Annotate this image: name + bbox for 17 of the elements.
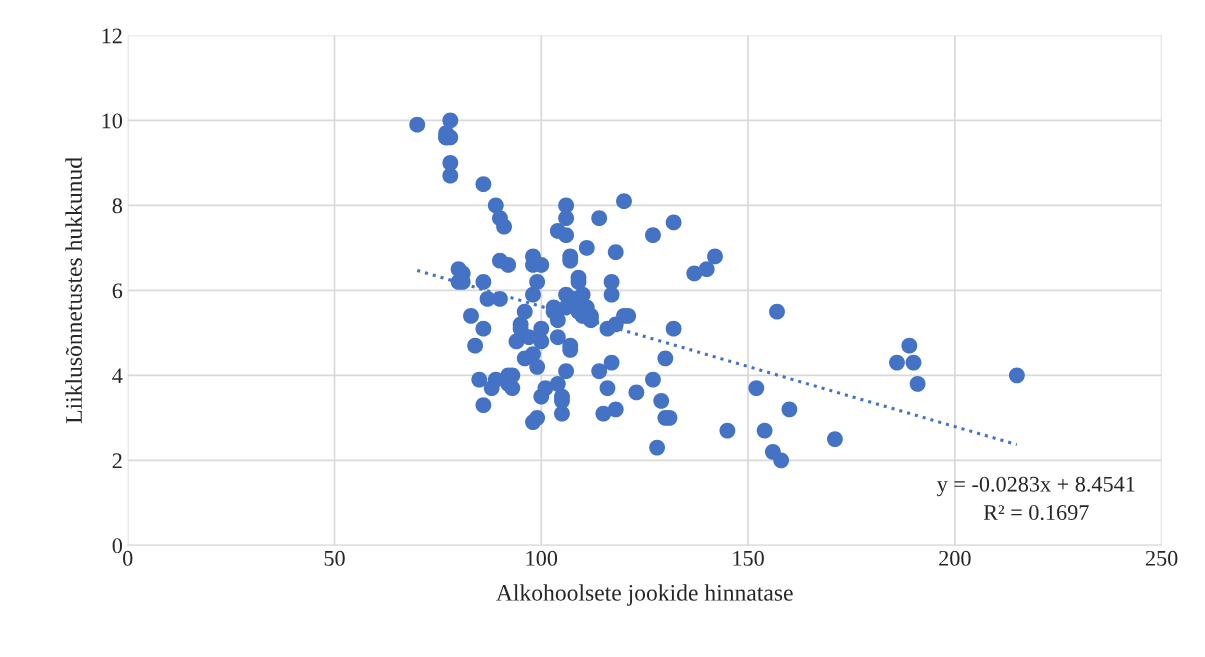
y-tick-label: 8 <box>112 198 123 214</box>
annotation: y = -0.0283x + 8.4541 <box>937 476 1135 497</box>
x-tick-label: 150 <box>733 550 764 566</box>
x-axis-title: Alkohoolsete jookide hinnatase <box>496 584 793 606</box>
y-tick-label: 12 <box>102 28 122 44</box>
x-tick-label: 200 <box>939 550 971 566</box>
y-tick-label: 2 <box>112 453 122 469</box>
x-tick-label: 250 <box>1145 550 1178 566</box>
x-tick-label: 100 <box>526 550 558 566</box>
y-axis-title: Liiklusõnnetustes hukkunud <box>65 157 82 424</box>
annotation: R² = 0.1697 <box>983 505 1089 521</box>
y-tick-label: 0 <box>112 538 123 554</box>
y-tick-label: 6 <box>112 283 123 299</box>
x-tick-label: 50 <box>324 550 345 566</box>
y-tick-label: 10 <box>102 113 123 129</box>
x-tick-label: 0 <box>123 550 133 566</box>
y-tick-label: 4 <box>112 368 123 384</box>
